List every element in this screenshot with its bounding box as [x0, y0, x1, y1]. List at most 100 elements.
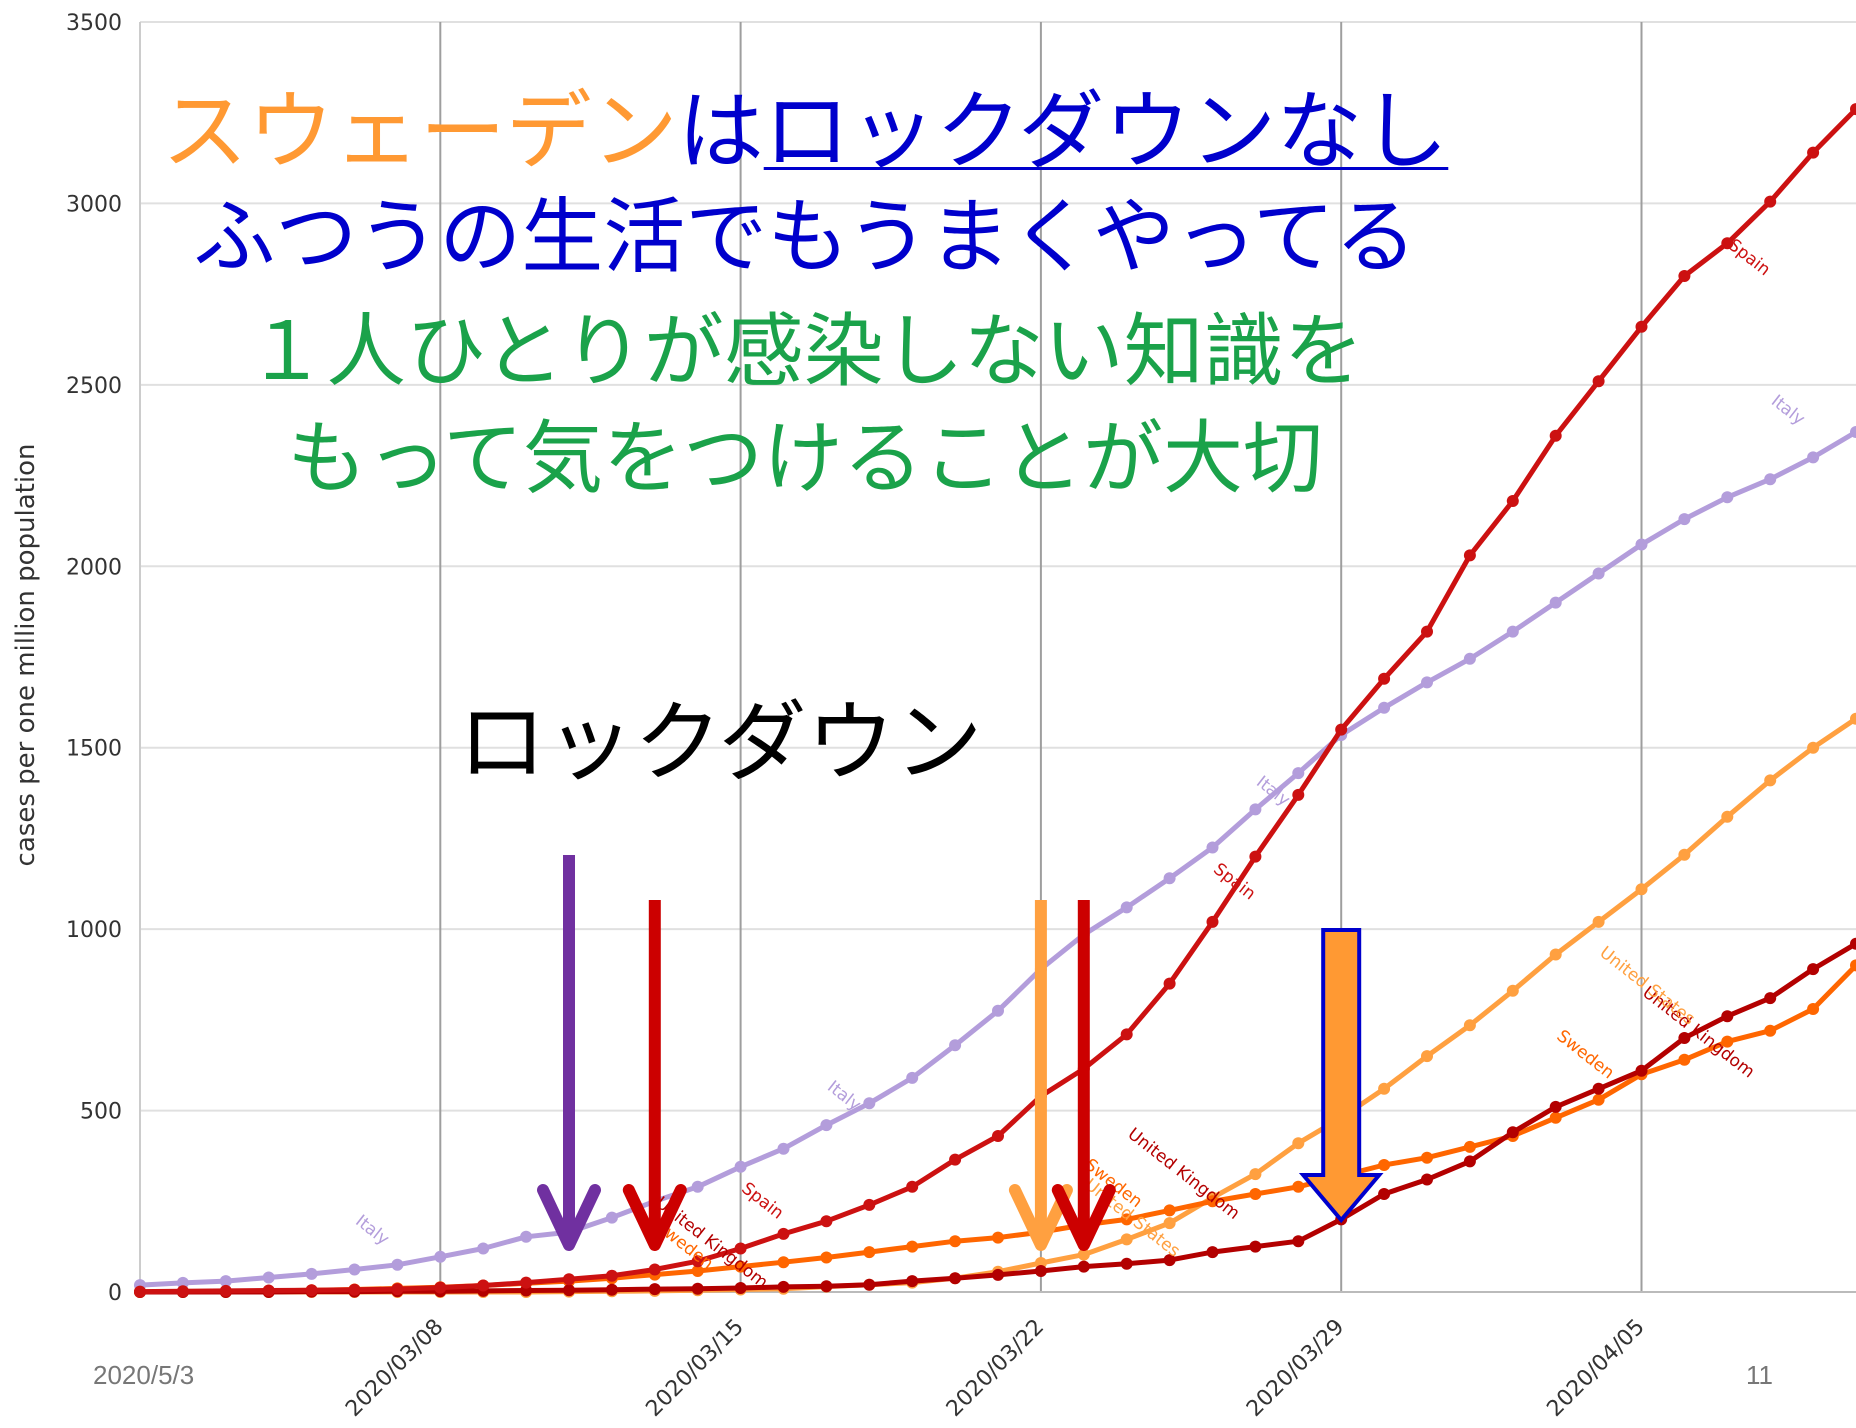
data-point: [949, 1272, 962, 1285]
data-point: [391, 1283, 404, 1296]
data-point: [1850, 959, 1856, 972]
series-united-kingdom: [134, 937, 1856, 1298]
data-point: [1764, 1024, 1777, 1037]
data-point: [1678, 1053, 1691, 1066]
data-point: [1163, 1217, 1176, 1230]
data-point: [1163, 1204, 1176, 1217]
data-point: [648, 1283, 661, 1296]
data-point: [176, 1276, 189, 1289]
data-point: [1163, 872, 1176, 885]
data-point: [1850, 937, 1856, 950]
y-tick-label: 2500: [66, 374, 122, 399]
data-point: [1549, 948, 1562, 961]
series-label: Spain: [1724, 235, 1774, 280]
data-point: [1249, 1188, 1262, 1200]
y-tick-label: 2000: [66, 555, 122, 580]
data-point: [1463, 1019, 1476, 1032]
data-point: [734, 1242, 747, 1255]
x-tick-label: 2020/03/15: [641, 1315, 748, 1422]
data-point: [906, 1240, 919, 1253]
data-point: [992, 1004, 1004, 1017]
series-line: [139, 429, 1856, 1288]
arrow-head: [537, 1184, 601, 1251]
headline3-part3: を: [1283, 305, 1364, 398]
data-point: [305, 1267, 318, 1280]
data-point: [1163, 977, 1176, 990]
data-point: [1249, 803, 1262, 816]
data-point: [1506, 984, 1519, 997]
data-point: [1850, 712, 1856, 725]
data-point: [134, 1285, 146, 1298]
data-point: [1592, 1093, 1605, 1106]
data-point: [1034, 1265, 1047, 1277]
headline-sweden-no-lockdown: スウェーデンはロックダウンなし: [0, 82, 1610, 182]
data-point: [1421, 625, 1433, 638]
data-point: [1292, 788, 1305, 801]
data-point: [1421, 676, 1433, 689]
data-point: [777, 1280, 790, 1293]
data-point: [1807, 146, 1820, 159]
arrow-head: [1008, 1184, 1073, 1251]
data-point: [1421, 1050, 1433, 1063]
arrow-head: [1051, 1184, 1116, 1251]
lockdown-arrows: [537, 855, 1384, 1251]
data-point: [1850, 103, 1856, 116]
data-point: [691, 1265, 704, 1277]
data-point: [262, 1271, 275, 1284]
headline-be-careful: もって気をつけることが大切: [0, 412, 1610, 506]
data-point: [1549, 1100, 1562, 1113]
data-point: [1592, 915, 1605, 928]
data-point: [1807, 451, 1820, 464]
data-point: [1292, 767, 1305, 780]
data-point: [1378, 1159, 1391, 1171]
data-point: [1721, 810, 1734, 823]
data-point: [1850, 426, 1856, 438]
data-point: [1378, 701, 1391, 714]
data-point: [1678, 270, 1691, 282]
data-point: [820, 1215, 833, 1228]
data-point: [1807, 1003, 1820, 1015]
data-point: [1549, 596, 1562, 609]
data-point: [949, 1039, 962, 1052]
data-point: [863, 1278, 876, 1291]
data-point: [1721, 237, 1734, 250]
data-point: [1807, 741, 1820, 754]
data-point: [1335, 723, 1348, 736]
data-point: [691, 1180, 704, 1193]
data-point: [648, 1263, 661, 1276]
series-label: Spain: [738, 1179, 788, 1224]
headline3-part1: １人ひとりが: [246, 305, 724, 398]
data-point: [1120, 1233, 1133, 1246]
data-point: [906, 1071, 919, 1084]
headline-sweden: スウェーデン: [161, 82, 678, 182]
data-point: [863, 1198, 876, 1211]
data-point: [863, 1246, 876, 1259]
lockdown-arrow: [537, 855, 601, 1251]
arrow-head: [622, 1184, 687, 1251]
data-point: [734, 1260, 747, 1273]
data-point: [1120, 1028, 1133, 1041]
data-point: [434, 1281, 447, 1294]
headline4-part1: もって: [287, 412, 523, 505]
lockdown-label: ロックダウン: [458, 691, 983, 794]
data-point: [1206, 1195, 1219, 1208]
data-point: [1206, 1246, 1219, 1259]
data-point: [1421, 1173, 1433, 1186]
data-point: [1463, 1155, 1476, 1168]
data-point: [1678, 848, 1691, 861]
headline-normal-life: ふつうの生活でもうまくやってる: [193, 190, 1417, 285]
data-point: [1549, 1111, 1562, 1124]
series-label: United States: [1596, 943, 1699, 1030]
headline3-part2: 感染しない知識: [723, 305, 1284, 398]
data-point: [1807, 963, 1820, 976]
data-point: [1506, 1126, 1519, 1139]
y-tick-label: 1000: [66, 918, 122, 943]
data-point: [691, 1255, 704, 1268]
data-point: [949, 1235, 962, 1248]
data-point: [1764, 992, 1777, 1005]
x-tick-label: 2020/04/05: [1542, 1315, 1649, 1422]
data-point: [348, 1283, 361, 1296]
data-point: [1120, 901, 1133, 914]
data-point: [1678, 1032, 1691, 1044]
data-point: [1077, 1260, 1090, 1273]
